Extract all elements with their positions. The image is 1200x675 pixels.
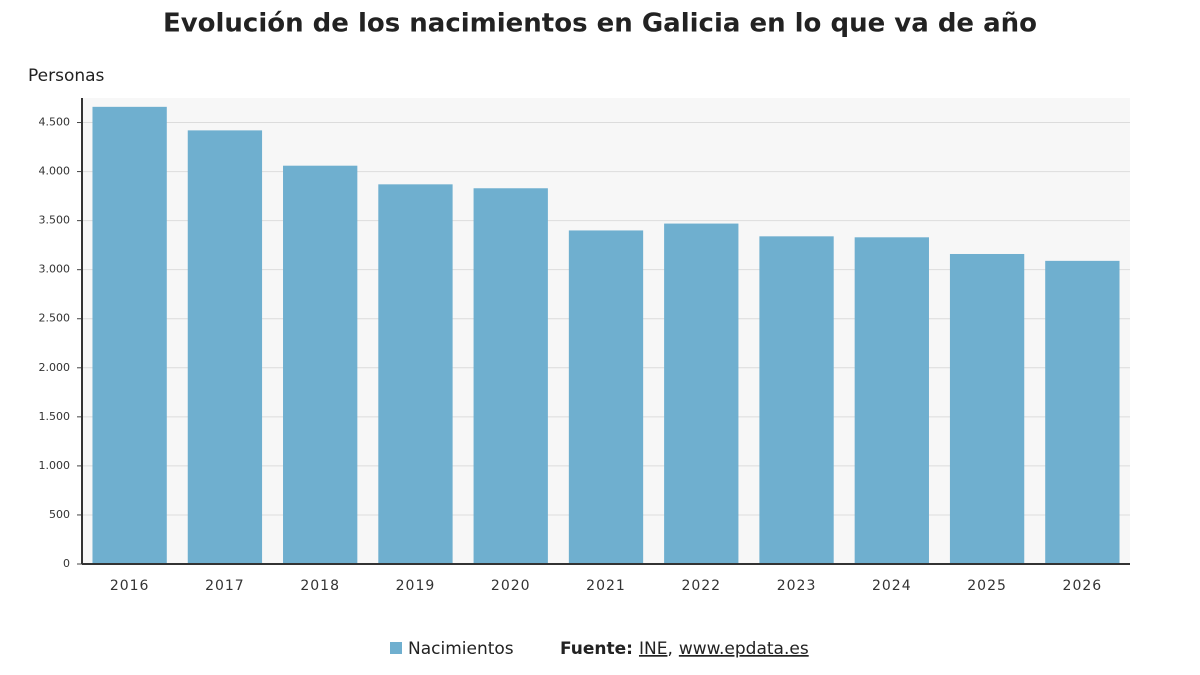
x-tick-label: 2017 <box>205 578 245 594</box>
y-tick-label: 1.500 <box>39 410 71 423</box>
legend-swatch <box>390 642 402 654</box>
x-tick-label: 2022 <box>681 578 721 594</box>
bar <box>664 223 739 564</box>
bar <box>92 106 167 565</box>
bar <box>187 130 263 564</box>
source-separator: , <box>667 639 672 659</box>
legend-label: Nacimientos <box>408 639 514 659</box>
bar <box>283 165 358 564</box>
x-tick-label: 2018 <box>300 578 340 594</box>
x-tick-label: 2019 <box>396 578 436 594</box>
y-tick-label: 3.000 <box>39 263 71 276</box>
y-tick-label: 1.000 <box>39 459 71 472</box>
bar <box>473 188 548 564</box>
bar <box>759 236 834 564</box>
chart-title: Evolución de los nacimientos en Galicia … <box>163 9 1037 39</box>
bar <box>854 237 929 564</box>
source-link[interactable]: www.epdata.es <box>679 639 809 659</box>
x-tick-label: 2024 <box>872 578 912 594</box>
y-tick-label: 2.000 <box>39 361 71 374</box>
bar <box>1045 260 1120 564</box>
bar <box>949 253 1025 564</box>
y-tick-label: 3.500 <box>39 214 71 227</box>
x-tick-label: 2025 <box>967 578 1007 594</box>
source-label: Fuente: <box>560 639 633 659</box>
x-tick-label: 2016 <box>110 578 150 594</box>
y-tick-label: 0 <box>63 557 70 570</box>
bar <box>568 230 644 564</box>
x-tick-label: 2021 <box>586 578 626 594</box>
x-tick-label: 2020 <box>491 578 531 594</box>
y-tick-label: 4.000 <box>39 165 71 178</box>
y-tick-label: 4.500 <box>39 116 71 129</box>
bar <box>378 184 453 564</box>
x-tick-label: 2023 <box>777 578 817 594</box>
x-tick-label: 2026 <box>1063 578 1103 594</box>
source: Fuente: INE, www.epdata.es <box>560 639 809 659</box>
y-tick-label: 500 <box>49 508 70 521</box>
source-link[interactable]: INE <box>639 639 667 659</box>
y-tick-label: 2.500 <box>39 312 71 325</box>
y-axis-label: Personas <box>28 66 105 86</box>
